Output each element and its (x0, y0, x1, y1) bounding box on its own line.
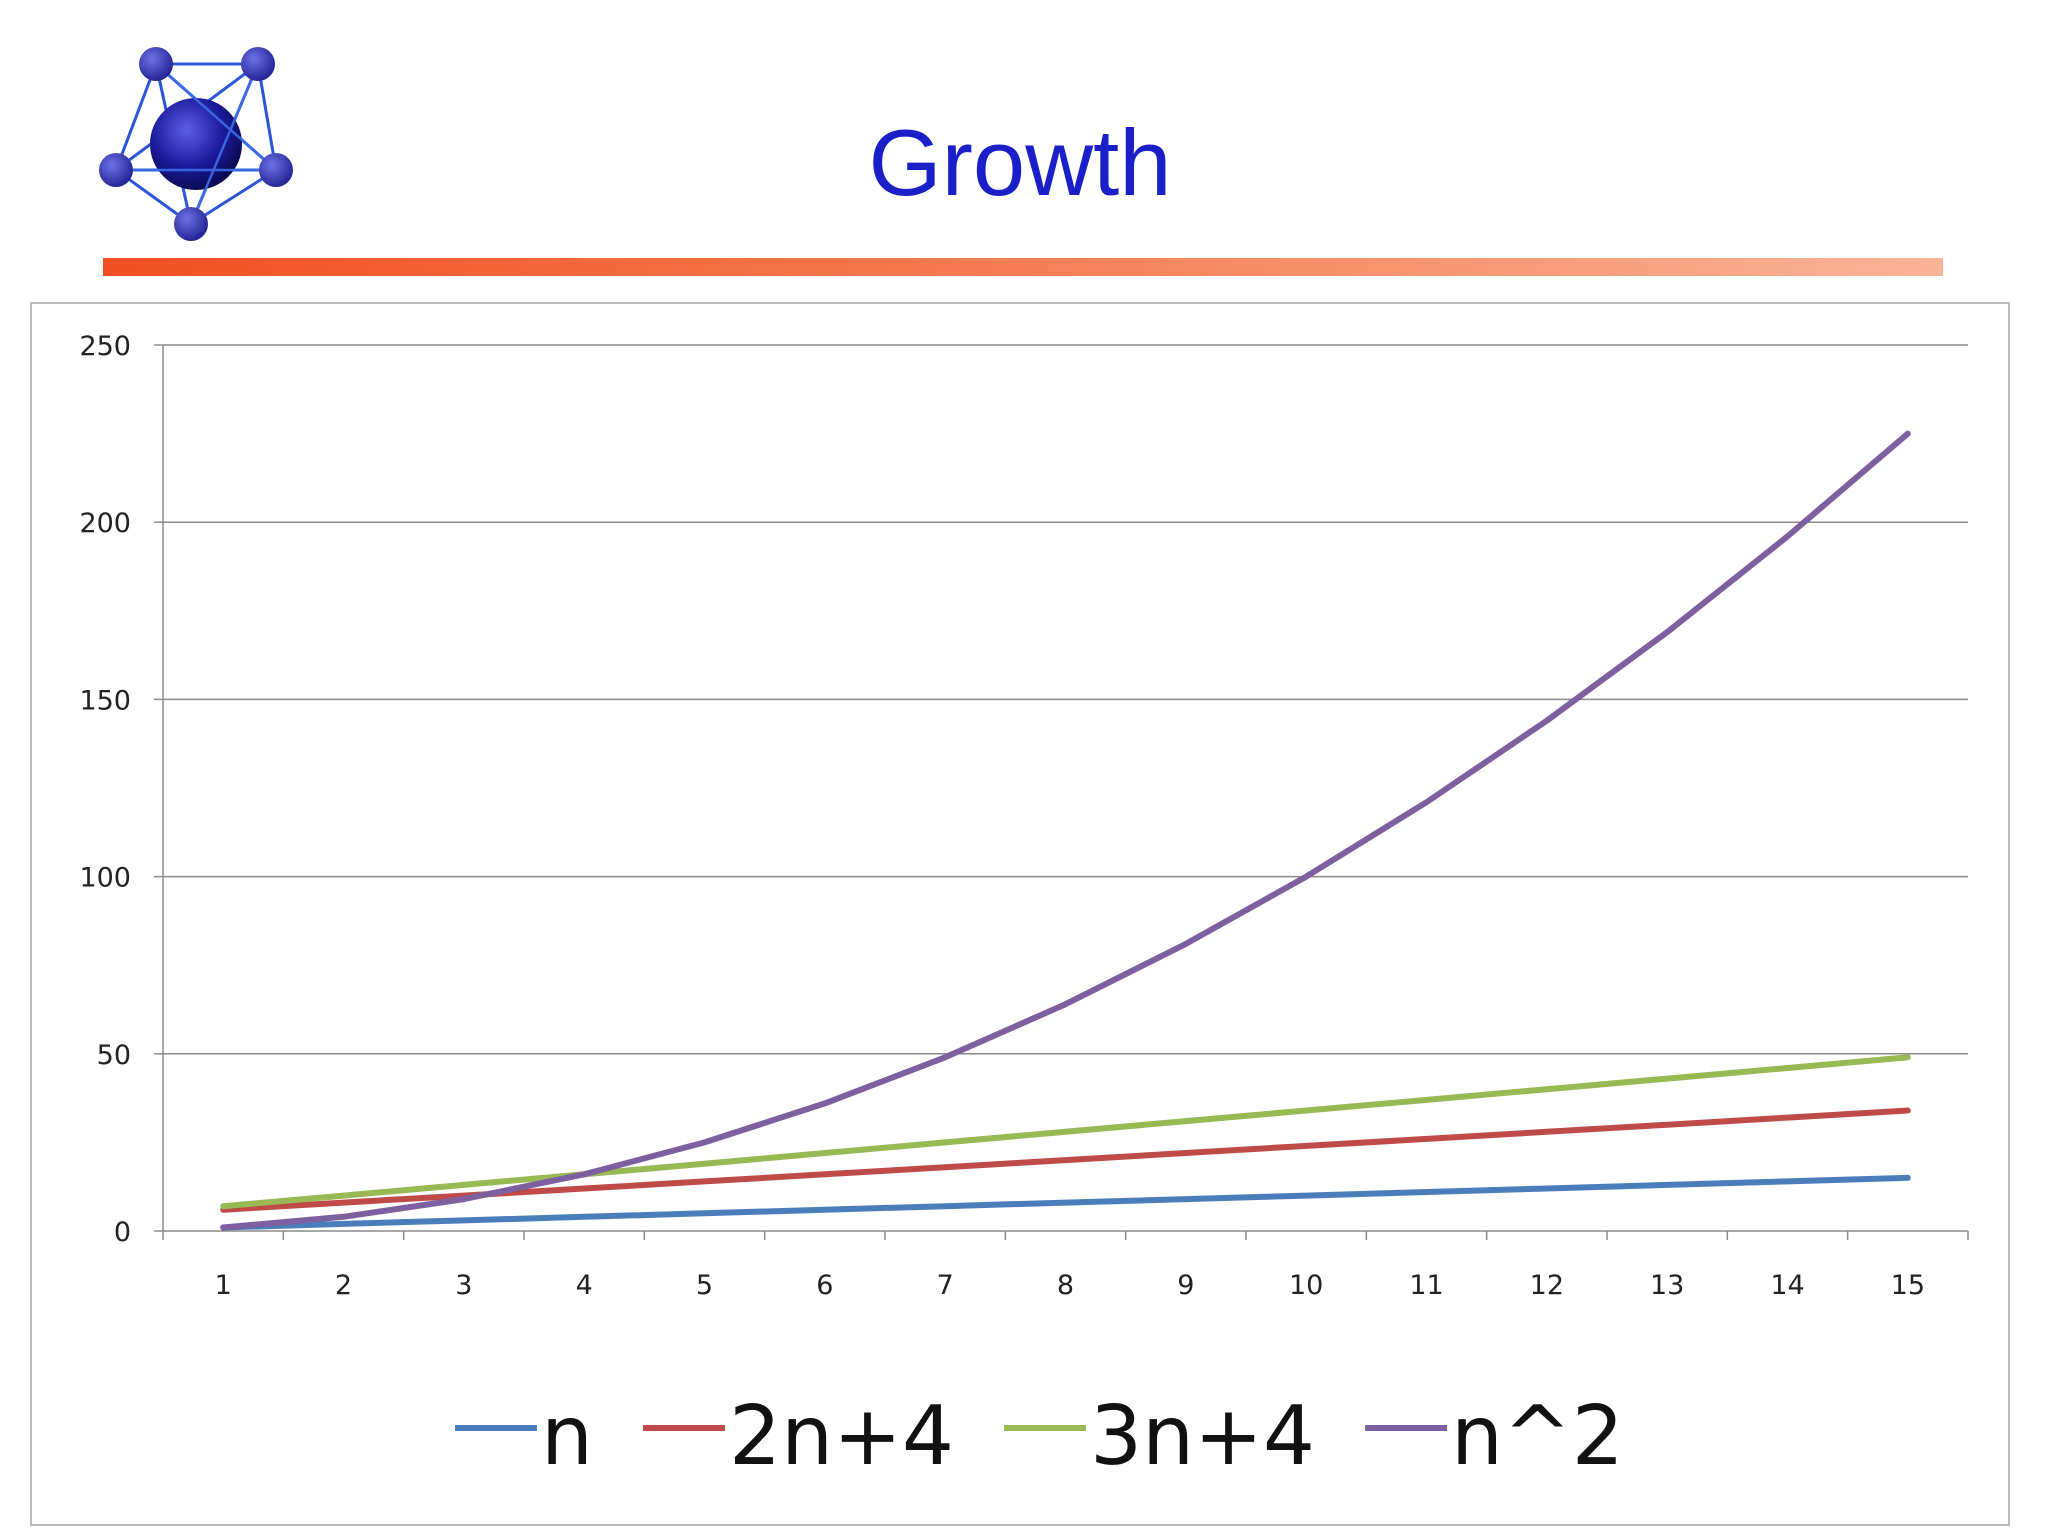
legend-label: n^2 (1451, 1389, 1624, 1484)
y-tick-label: 0 (114, 1217, 131, 1248)
x-tick-label: 15 (1891, 1270, 1925, 1301)
title-divider (103, 258, 1943, 276)
x-tick-label: 1 (215, 1270, 232, 1301)
legend-label: 3n+4 (1090, 1389, 1315, 1484)
x-tick-label: 4 (576, 1270, 593, 1301)
logo-node (99, 153, 133, 187)
legend-label: n (541, 1389, 593, 1484)
molecule-network-icon (99, 47, 293, 241)
logo-node (139, 47, 173, 81)
logo-node (259, 153, 293, 187)
y-tick-label: 250 (79, 331, 131, 362)
x-tick-label: 10 (1289, 1270, 1323, 1301)
x-tick-label: 11 (1409, 1270, 1443, 1301)
x-tick-label: 7 (937, 1270, 954, 1301)
chart-frame (30, 302, 2010, 1526)
logo-core-edges (116, 63, 277, 225)
y-tick-label: 100 (79, 863, 131, 894)
y-tick-label: 150 (79, 685, 131, 716)
series-line-3n-4 (220, 1054, 1911, 1210)
series-line-n-2 (220, 430, 1911, 1231)
x-tick-label: 14 (1770, 1270, 1804, 1301)
y-tick-label: 200 (79, 508, 131, 539)
x-tick-label: 2 (335, 1270, 352, 1301)
series-line-n (220, 1174, 1911, 1231)
logo-node (241, 47, 275, 81)
x-tick-label: 5 (696, 1270, 713, 1301)
slide-title: Growth (868, 110, 1172, 215)
x-tick-label: 3 (455, 1270, 472, 1301)
x-tick-label: 13 (1650, 1270, 1684, 1301)
x-tick-label: 8 (1057, 1270, 1074, 1301)
x-tick-label: 12 (1530, 1270, 1564, 1301)
logo-node (174, 207, 208, 241)
x-tick-label: 9 (1177, 1270, 1194, 1301)
x-tick-label: 6 (816, 1270, 833, 1301)
legend-label: 2n+4 (729, 1389, 954, 1484)
y-tick-label: 50 (97, 1040, 131, 1071)
